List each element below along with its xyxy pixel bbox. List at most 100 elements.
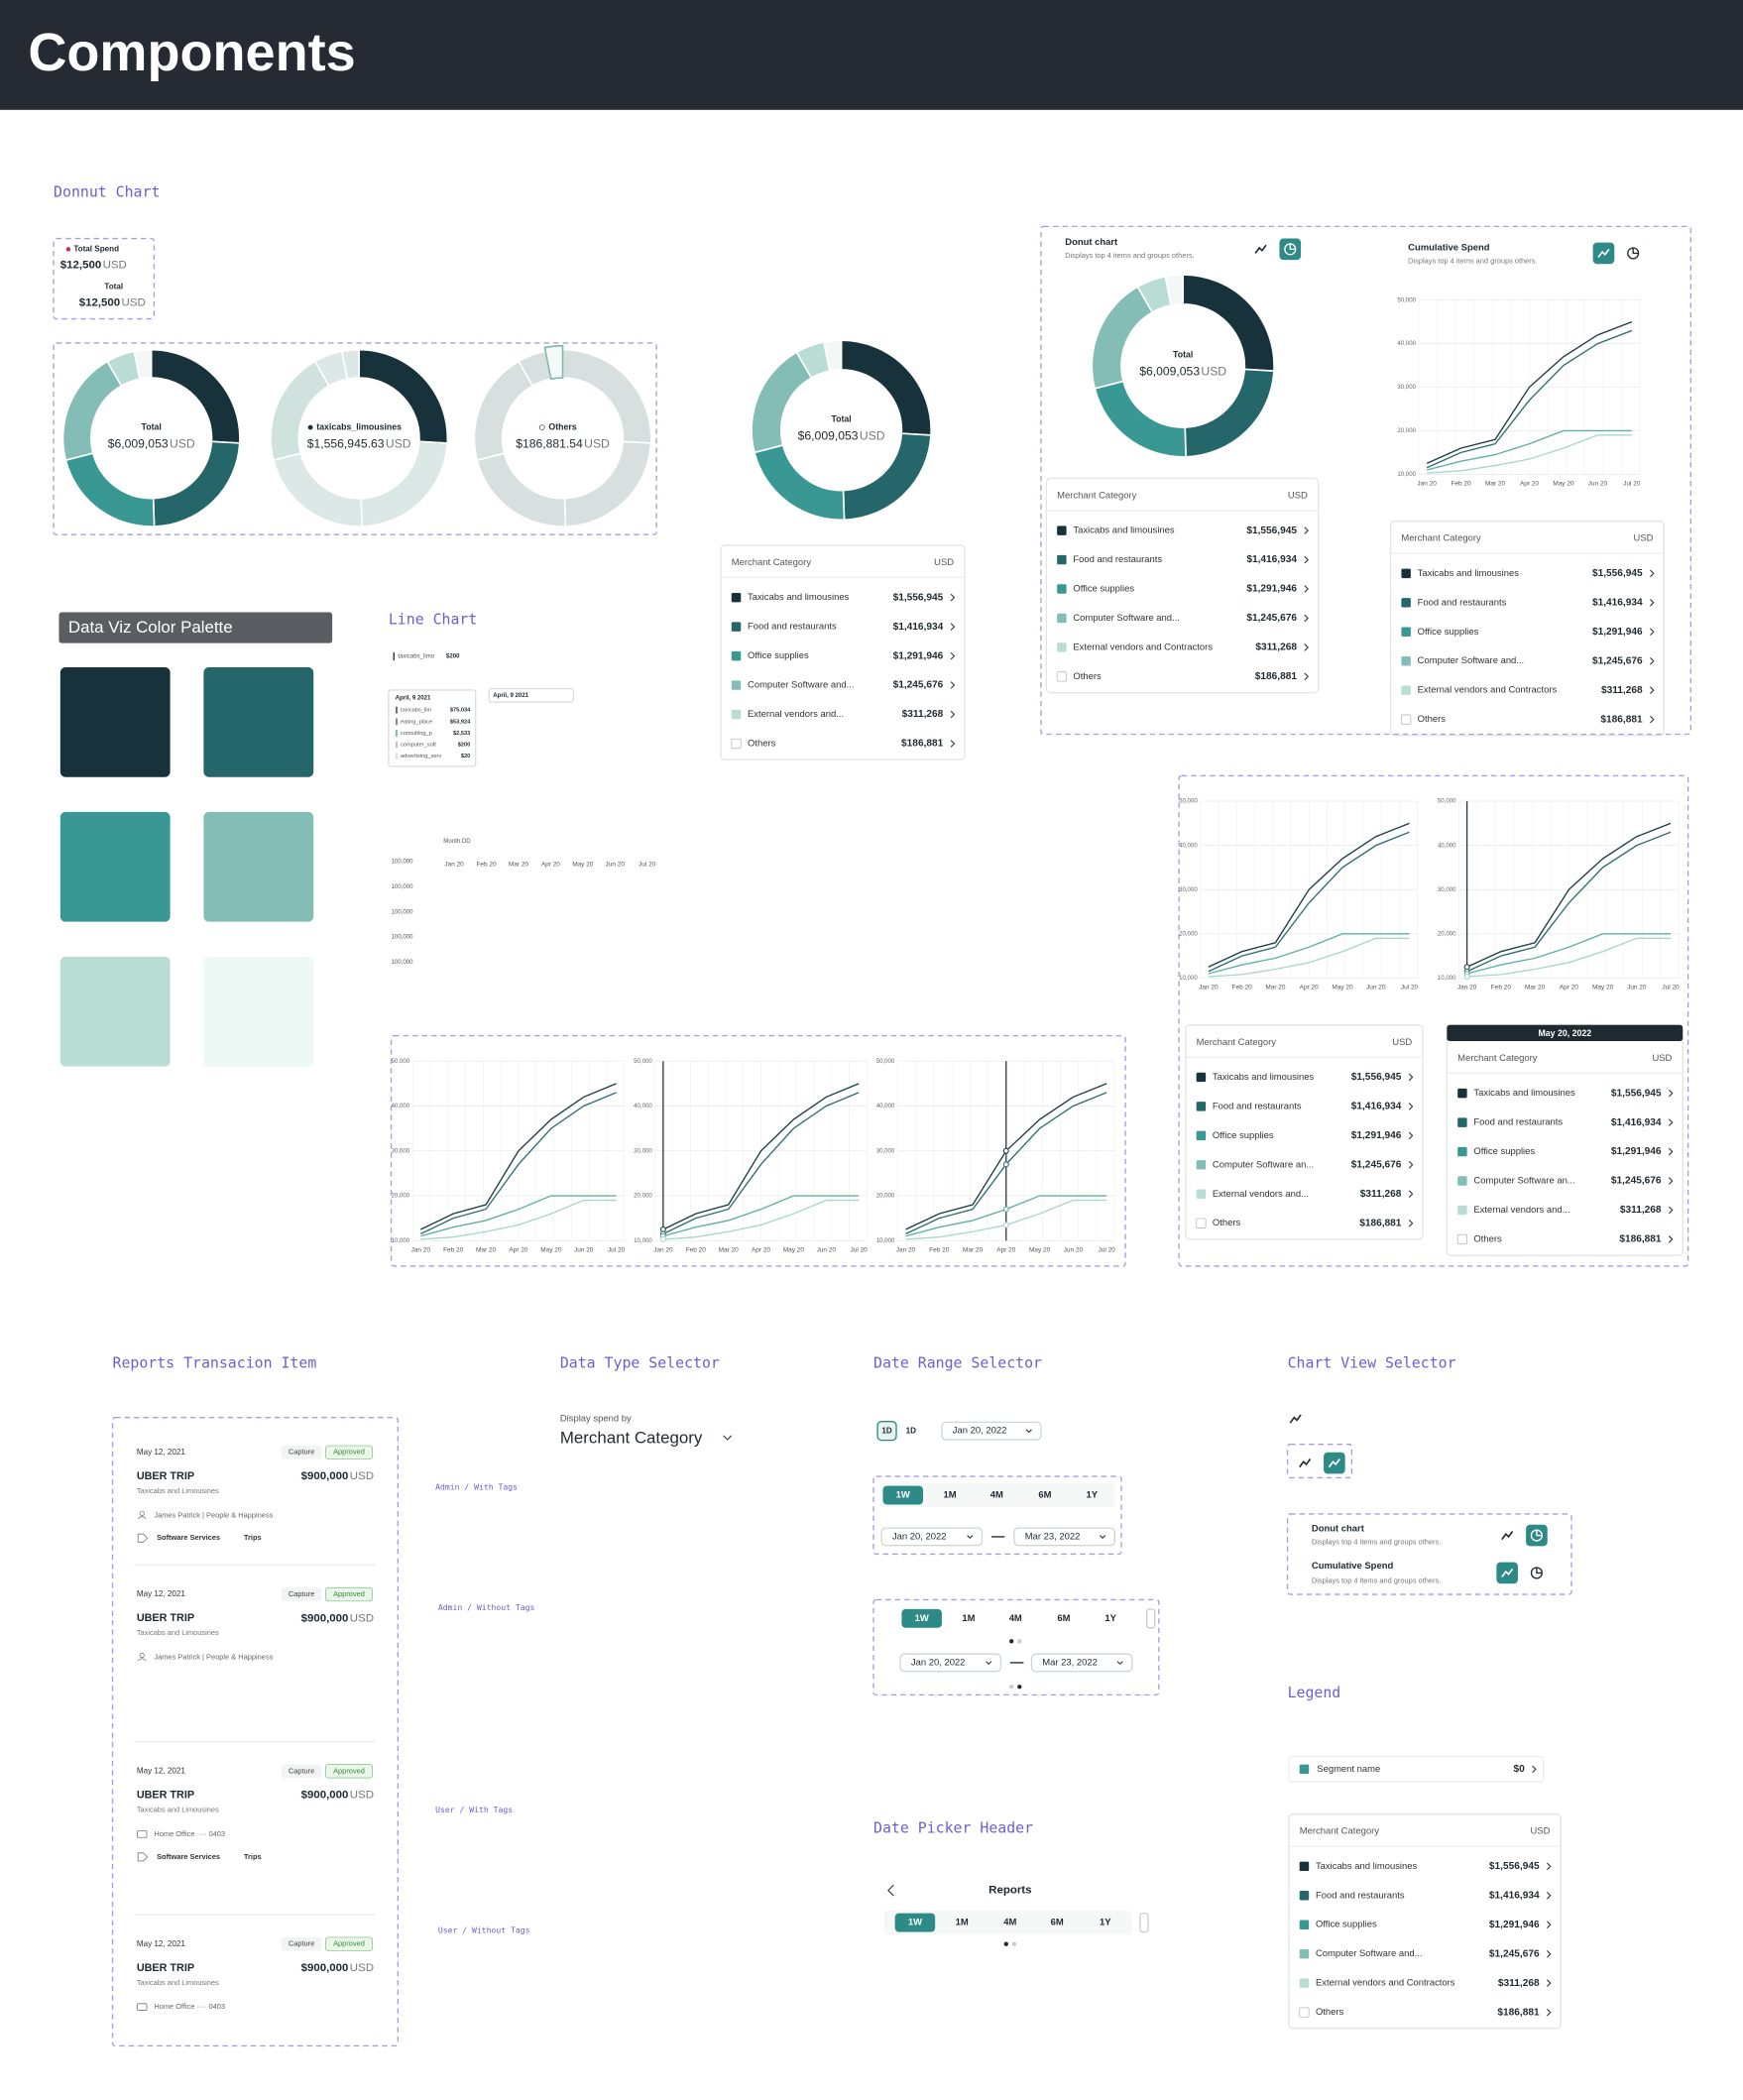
legend-name[interactable]: Office supplies	[1213, 1130, 1274, 1141]
legend-name[interactable]: Food and restaurants	[1073, 554, 1162, 565]
label: USD	[1634, 533, 1654, 544]
series-line	[662, 1083, 860, 1230]
period-option[interactable]: 6M	[1051, 1918, 1064, 1928]
period-option[interactable]: 1W	[908, 1918, 922, 1928]
date-dropdown[interactable]	[1013, 1527, 1115, 1547]
legend-name[interactable]: Computer Software and...	[1316, 1948, 1423, 1959]
legend-name[interactable]: Office supplies	[1073, 584, 1134, 595]
legend-name[interactable]: Computer Software an...	[1213, 1159, 1314, 1170]
x-tick-label: Jul 20	[1662, 985, 1680, 992]
legend-swatch	[1299, 1861, 1310, 1872]
period-option[interactable]: 1M	[956, 1918, 969, 1928]
day-button[interactable]	[876, 1421, 897, 1442]
label-part: $6,009,053	[108, 437, 169, 451]
legend-value: $311,268	[1620, 1205, 1662, 1216]
legend-name[interactable]: Food and restaurants	[1418, 597, 1507, 608]
period-option[interactable]: 4M	[1003, 1918, 1016, 1928]
legend-name[interactable]: Food and restaurants	[1316, 1890, 1405, 1901]
legend-name[interactable]: External vendors and Contractors	[1418, 685, 1558, 696]
y-tick-label: 40,000	[1397, 340, 1416, 347]
page-dot	[1017, 1639, 1022, 1644]
legend-name[interactable]: External vendors and...	[1213, 1189, 1309, 1200]
legend-swatch	[1299, 1891, 1310, 1901]
period-selected[interactable]	[901, 1608, 942, 1628]
period-option[interactable]: 4M	[1009, 1613, 1022, 1624]
label[interactable]: Merchant Category	[560, 1429, 703, 1448]
label: $75,034	[450, 708, 471, 714]
legend-name[interactable]: External vendors and...	[748, 709, 844, 720]
label: $12,500USD	[79, 296, 146, 308]
period-option[interactable]: 6M	[1038, 1490, 1051, 1501]
legend-name[interactable]: Office supplies	[748, 650, 809, 661]
chevron	[1304, 585, 1309, 593]
x-tick-label: Jul 20	[1623, 481, 1641, 488]
legend-name[interactable]: Office supplies	[1418, 627, 1479, 638]
legend-name[interactable]: External vendors and Contractors	[1073, 642, 1213, 652]
legend-name[interactable]: Computer Software an...	[1473, 1176, 1574, 1187]
legend-swatch	[1056, 671, 1068, 682]
period-option[interactable]: 4M	[990, 1490, 1003, 1501]
header-bar	[0, 0, 1743, 110]
period-option[interactable]: 1Y	[1100, 1918, 1111, 1928]
period-option[interactable]: 1Y	[1087, 1490, 1099, 1501]
date-dropdown[interactable]	[941, 1421, 1042, 1441]
status-badge	[325, 1445, 373, 1459]
legend-name[interactable]: Taxicabs and limousines	[1473, 1088, 1575, 1099]
chevron	[1668, 1089, 1674, 1098]
legend-name[interactable]: Others	[1316, 2007, 1344, 2018]
legend-name[interactable]: Others	[1213, 1218, 1241, 1228]
period-option[interactable]: 1Y	[1104, 1613, 1116, 1624]
legend-name[interactable]: Taxicabs and limousines	[1213, 1072, 1315, 1083]
date-dropdown[interactable]	[880, 1527, 984, 1547]
series-line	[420, 1083, 617, 1230]
legend-name[interactable]: Others	[748, 738, 776, 749]
date-dropdown[interactable]	[899, 1653, 1002, 1673]
legend-name[interactable]: Taxicabs and limousines	[1073, 525, 1175, 536]
legend-name[interactable]: Computer Software and...	[748, 680, 855, 691]
legend-name[interactable]: Computer Software and...	[1418, 655, 1525, 666]
legend-name[interactable]: Taxicabs and limousines	[1316, 1861, 1418, 1872]
date-dropdown[interactable]	[1030, 1653, 1133, 1673]
y-tick-label: 40,000	[392, 1103, 410, 1109]
legend-value: $1,291,946	[893, 650, 944, 661]
legend-name[interactable]: Taxicabs and limousines	[748, 592, 850, 603]
card-icon	[137, 1830, 148, 1838]
series-line	[1208, 822, 1410, 968]
chevron	[1546, 1862, 1552, 1871]
period-option[interactable]: 6M	[1057, 1613, 1070, 1624]
dashed-frame	[53, 237, 156, 320]
legend-name[interactable]: Others	[1473, 1233, 1502, 1244]
legend-name[interactable]: External vendors and Contractors	[1316, 1978, 1455, 1989]
period-option[interactable]: 1W	[915, 1613, 929, 1624]
period-option[interactable]: 1M	[962, 1613, 975, 1624]
legend-name[interactable]: Office supplies	[1316, 1920, 1377, 1930]
period-selected[interactable]	[882, 1485, 924, 1505]
legend-name[interactable]: Others	[1418, 714, 1447, 725]
label: Donut chart	[1312, 1523, 1365, 1534]
legend-value: $1,291,946	[1246, 584, 1297, 595]
page-dot	[1009, 1685, 1014, 1690]
label: Cumulative Spend	[1408, 242, 1490, 253]
legend-name[interactable]: Food and restaurants	[748, 622, 837, 633]
label: Displays top 4 items and groups others.	[1065, 251, 1194, 260]
legend-value: $1,291,946	[1611, 1146, 1662, 1157]
label: Taxicabs and Limousines	[137, 1978, 219, 1987]
period-selected[interactable]	[894, 1913, 936, 1932]
x-tick-label: Apr 20	[752, 1246, 770, 1253]
legend-value: $1,245,676	[1611, 1176, 1662, 1187]
period-option[interactable]: 1W	[896, 1490, 910, 1501]
legend-name[interactable]: Food and restaurants	[1213, 1101, 1302, 1111]
legend-name[interactable]: Office supplies	[1473, 1146, 1535, 1157]
legend-name[interactable]: External vendors and...	[1473, 1205, 1569, 1216]
donut-segment	[823, 339, 843, 373]
legend-name[interactable]: Computer Software and...	[1073, 613, 1180, 624]
period-option[interactable]: 1M	[943, 1490, 956, 1501]
label: advertising_serv	[401, 754, 441, 759]
dashed-frame	[872, 1598, 1160, 1696]
legend-row[interactable]	[1288, 1755, 1545, 1783]
legend-name[interactable]: Taxicabs and limousines	[1418, 568, 1520, 579]
legend-name[interactable]: Food and restaurants	[1473, 1117, 1563, 1128]
page-dot	[1017, 1685, 1022, 1690]
legend-name[interactable]: Others	[1073, 671, 1102, 682]
